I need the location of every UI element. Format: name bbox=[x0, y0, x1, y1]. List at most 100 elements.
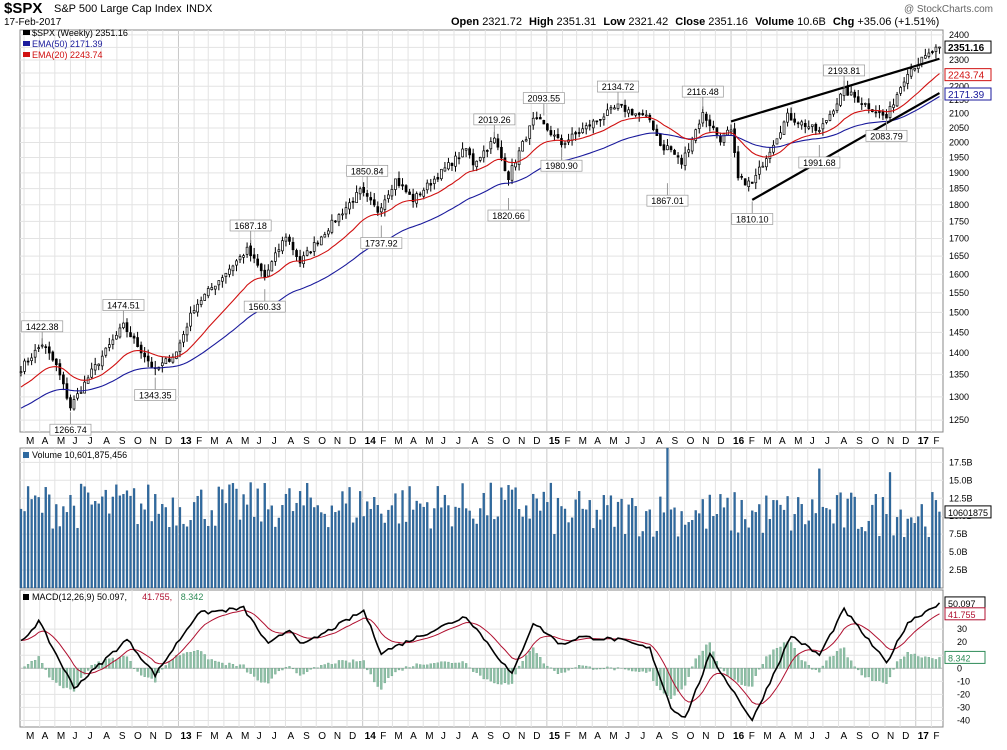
histogram-bar bbox=[221, 662, 224, 669]
candle-body bbox=[362, 186, 365, 193]
month-tick-label: F bbox=[380, 436, 386, 447]
ohlc-bar: Open 2321.72 High 2351.31 Low 2321.42 Cl… bbox=[451, 16, 939, 28]
histogram-bar bbox=[178, 655, 182, 669]
last-value-label: 2351.16 bbox=[948, 43, 985, 54]
month-tick-label: J bbox=[825, 731, 830, 742]
candle-body bbox=[235, 260, 238, 266]
candle-body bbox=[482, 150, 486, 159]
histogram-bar bbox=[871, 668, 874, 681]
price-legend-item: EMA(50) 2171.39 bbox=[32, 39, 103, 49]
volume-bar bbox=[298, 491, 302, 589]
last-value-tag bbox=[944, 40, 992, 54]
volume-bar bbox=[715, 514, 719, 589]
volume-bar bbox=[733, 492, 736, 589]
annotation-label: 1850.84 bbox=[351, 166, 384, 176]
month-tick-label: F bbox=[380, 731, 386, 742]
volume-bar bbox=[602, 495, 605, 589]
candle-body bbox=[496, 138, 500, 148]
histogram-bar bbox=[397, 668, 401, 671]
price-tick-label: 1300 bbox=[949, 392, 969, 402]
month-tick-label: J bbox=[640, 731, 645, 742]
candle-body bbox=[835, 103, 839, 111]
histogram-bar bbox=[542, 663, 545, 669]
histogram-bar bbox=[913, 653, 916, 669]
candle-body bbox=[652, 120, 655, 130]
last-value-tag bbox=[944, 87, 992, 101]
month-tick-label: D bbox=[349, 731, 356, 742]
month-tick-label: M bbox=[57, 436, 65, 447]
volume-bar bbox=[549, 482, 553, 589]
trendline bbox=[751, 92, 941, 201]
volume-bar bbox=[185, 526, 189, 589]
candle-body bbox=[803, 122, 807, 127]
candle-body bbox=[175, 351, 178, 359]
month-tick-label: D bbox=[533, 436, 540, 447]
volume-bar bbox=[104, 489, 107, 589]
histogram-bar bbox=[330, 664, 333, 669]
price-tick-label: 2050 bbox=[949, 123, 969, 133]
annotation-label: 1980.90 bbox=[545, 161, 578, 171]
annotation-label: 2193.81 bbox=[828, 66, 861, 76]
volume-bar bbox=[807, 520, 810, 589]
volume-bar bbox=[740, 499, 743, 589]
candle-body bbox=[902, 81, 906, 87]
volume-bar bbox=[83, 486, 86, 589]
volume-bar bbox=[722, 507, 726, 589]
annotation-box bbox=[597, 80, 639, 93]
histogram-bar bbox=[387, 668, 390, 678]
histogram-bar bbox=[55, 668, 58, 683]
histogram-bar bbox=[662, 668, 666, 694]
histogram-bar bbox=[768, 654, 772, 669]
month-tick-label: N bbox=[887, 731, 894, 742]
histogram-bar bbox=[48, 668, 51, 678]
candle-body bbox=[62, 374, 65, 385]
volume-bar bbox=[517, 509, 521, 589]
month-tick-label: S bbox=[856, 731, 863, 742]
histogram-bar bbox=[189, 652, 192, 669]
histogram-bar bbox=[415, 663, 418, 669]
volume-bar bbox=[380, 513, 383, 589]
histogram-bar bbox=[291, 668, 295, 670]
volume-bar bbox=[563, 508, 567, 589]
volume-bar bbox=[34, 495, 37, 589]
volume-bar bbox=[238, 519, 242, 589]
candle-body bbox=[199, 300, 203, 305]
month-tick-label: A bbox=[103, 731, 110, 742]
volume-bar bbox=[288, 488, 291, 589]
candle-body bbox=[224, 272, 228, 277]
histogram-bar bbox=[125, 656, 129, 669]
ema50-line bbox=[20, 96, 940, 409]
month-tick-label: J bbox=[625, 731, 630, 742]
month-tick-label: O bbox=[502, 436, 510, 447]
macd-last-tag bbox=[944, 650, 986, 664]
histogram-bar bbox=[277, 668, 281, 672]
volume-bar bbox=[560, 506, 563, 589]
candle-body bbox=[856, 96, 860, 103]
histogram-bar bbox=[411, 666, 415, 669]
annotation-box bbox=[102, 299, 145, 311]
candle-body bbox=[100, 355, 104, 367]
candle-body bbox=[485, 150, 489, 152]
histogram-bar bbox=[500, 668, 503, 685]
volume-bar bbox=[839, 492, 842, 589]
volume-bar bbox=[772, 500, 775, 589]
candle-body bbox=[493, 137, 496, 144]
histogram-bar bbox=[51, 668, 54, 681]
month-tick-label: D bbox=[902, 731, 909, 742]
volume-bar bbox=[528, 518, 531, 589]
month-tick-label: N bbox=[702, 731, 709, 742]
volume-bar bbox=[281, 505, 284, 589]
candle-body bbox=[468, 148, 471, 156]
volume-bar bbox=[341, 491, 344, 589]
candle-body bbox=[319, 236, 323, 246]
month-tick-label: S bbox=[487, 436, 494, 447]
volume-bar bbox=[207, 526, 210, 589]
volume-bar bbox=[754, 512, 757, 589]
histogram-bar bbox=[486, 668, 489, 680]
volume-bar bbox=[26, 486, 30, 589]
histogram-bar bbox=[376, 668, 379, 687]
histogram-bar bbox=[758, 668, 761, 670]
candle-body bbox=[641, 113, 645, 116]
candle-body bbox=[168, 358, 171, 362]
volume-bar bbox=[323, 513, 326, 589]
